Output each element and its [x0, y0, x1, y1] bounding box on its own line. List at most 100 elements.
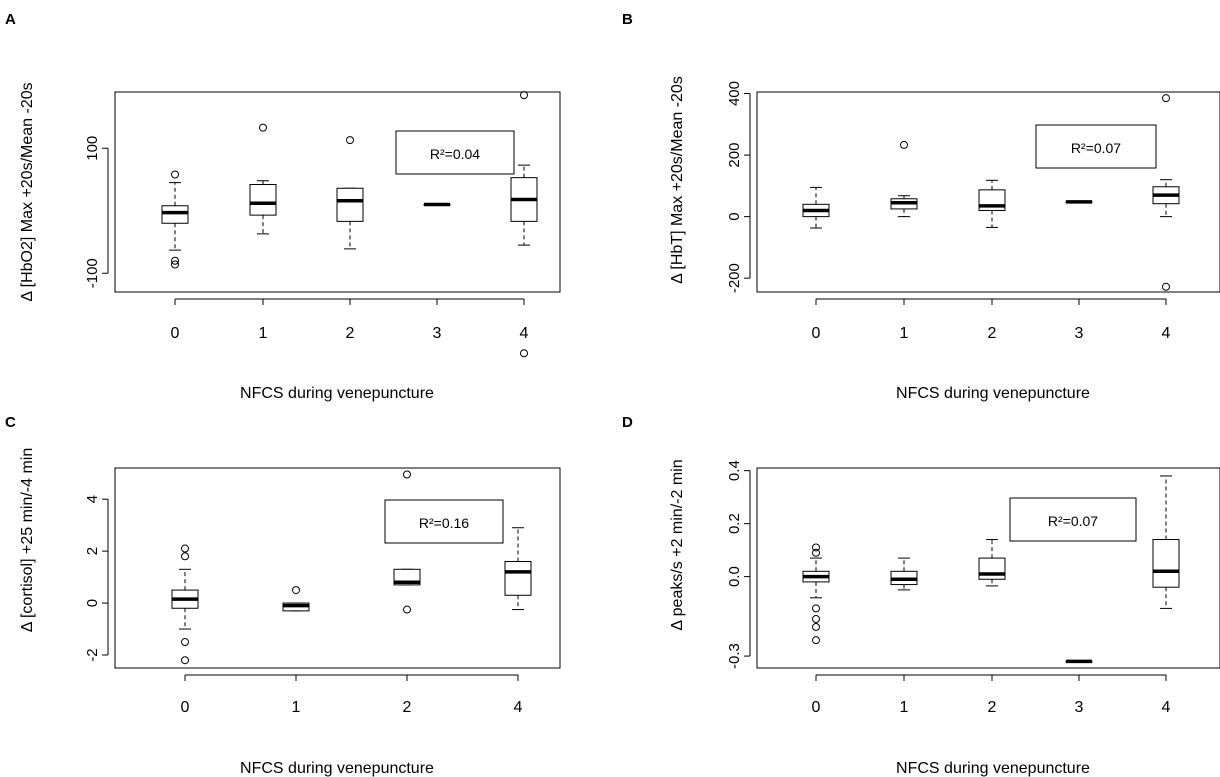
x-tick-label: 2	[988, 325, 997, 342]
r2-box	[1009, 497, 1137, 542]
outlier-point	[520, 91, 528, 100]
plot-frame	[756, 91, 1220, 293]
box-4	[510, 91, 538, 358]
y-axis: -200 0 200 400	[726, 81, 751, 293]
outlier-point	[1162, 282, 1170, 291]
box-1	[890, 140, 918, 218]
x-tick-label: 4	[1162, 699, 1171, 716]
x-tick-label: 2	[346, 325, 355, 342]
x-axis-title: NFCS during venepuncture	[896, 385, 1090, 402]
outlier-point	[171, 260, 179, 269]
y-tick-label: -100	[84, 258, 101, 288]
panel-label: D	[622, 414, 633, 431]
y-tick-label: 400	[726, 81, 743, 106]
x-tick-label: 2	[988, 699, 997, 716]
outlier-point	[403, 605, 411, 614]
box-0	[161, 170, 189, 269]
box-1	[890, 557, 918, 591]
outlier-point	[181, 544, 189, 553]
box-iqr	[336, 187, 364, 222]
x-tick-label: 1	[259, 325, 268, 342]
outlier-point	[403, 470, 411, 479]
box-iqr	[1152, 539, 1180, 588]
box-iqr	[161, 205, 189, 224]
panel-a: A -100 100 0 1 2 3 4 R²=0.04 Δ [HbO2] Max +20…	[5, 11, 561, 402]
y-tick-label: -0.3	[726, 643, 743, 669]
outlier-point	[259, 123, 267, 132]
x-tick-label: 1	[900, 699, 909, 716]
y-axis-title: Δ [HbT] Max +20s/Mean -20s	[669, 76, 686, 284]
boxplot-marks	[161, 91, 538, 358]
outlier-point	[520, 349, 528, 358]
r2-label: R²=0.16	[419, 515, 469, 531]
boxplot-marks	[802, 475, 1180, 664]
box-2	[978, 179, 1006, 228]
y-tick-label: 2	[84, 547, 101, 555]
y-tick-label: 4	[84, 495, 101, 503]
panel-c: C -2 0 2 4 0 1 2 4 R²=0.16 Δ [cortisol] +25 mi…	[5, 414, 561, 777]
y-tick-label: 0	[84, 599, 101, 607]
y-tick-label: 0	[726, 212, 743, 220]
outlier-point	[181, 552, 189, 561]
x-tick-label: 0	[812, 325, 821, 342]
x-tick-label: 1	[900, 325, 909, 342]
y-axis-title: Δ peaks/s +2 min/-2 min	[669, 459, 686, 630]
box-iqr	[504, 561, 532, 596]
panel-label: A	[5, 11, 16, 28]
box-3	[423, 202, 451, 207]
box-1	[282, 586, 310, 612]
outlier-point	[812, 636, 820, 645]
x-axis: 0 1 2 4	[181, 674, 523, 716]
x-axis-title: NFCS during venepuncture	[896, 760, 1090, 777]
x-axis-title: NFCS during venepuncture	[240, 760, 434, 777]
boxplot-marks	[802, 94, 1180, 291]
y-tick-label: 100	[84, 136, 101, 161]
box-1	[249, 123, 277, 235]
outlier-point	[1162, 94, 1170, 103]
plot-frame	[756, 467, 1220, 669]
box-4	[1152, 94, 1180, 291]
x-tick-label: 3	[1075, 325, 1084, 342]
outlier-point	[171, 170, 179, 179]
box-iqr	[249, 184, 277, 216]
box-0	[802, 543, 830, 645]
x-tick-label: 0	[171, 325, 180, 342]
x-tick-label: 4	[514, 699, 523, 716]
x-axis-title: NFCS during venepuncture	[240, 385, 434, 402]
outlier-point	[812, 548, 820, 557]
outlier-point	[171, 256, 179, 265]
box-3	[1065, 200, 1093, 204]
box-4	[504, 527, 532, 611]
r2-box	[395, 130, 515, 175]
y-axis-title: Δ [cortisol] +25 min/-4 min	[19, 448, 36, 633]
x-tick-label: 3	[1075, 699, 1084, 716]
y-axis: -0.3 0.0 0.2 0.4	[726, 460, 751, 669]
r2-box	[384, 499, 504, 544]
outlier-point	[181, 638, 189, 647]
y-tick-label: 0.0	[726, 566, 743, 587]
outlier-point	[900, 140, 908, 149]
outlier-point	[292, 586, 300, 595]
outlier-point	[812, 622, 820, 631]
r2-label: R²=0.04	[430, 146, 480, 162]
box-0	[802, 186, 830, 229]
box-2	[336, 136, 364, 250]
y-tick-label: -200	[726, 263, 743, 293]
box-iqr	[978, 557, 1006, 580]
outlier-point	[812, 604, 820, 613]
x-tick-label: 2	[403, 699, 412, 716]
plot-frame	[114, 467, 561, 669]
box-3	[1065, 659, 1093, 664]
box-4	[1152, 475, 1180, 609]
x-tick-label: 1	[292, 699, 301, 716]
panel-label: C	[5, 414, 16, 431]
x-tick-label: 0	[812, 699, 821, 716]
x-axis: 0 1 2 3 4	[812, 298, 1171, 342]
y-axis: -2 0 2 4	[84, 495, 109, 662]
outlier-point	[812, 614, 820, 623]
outlier-point	[812, 543, 820, 552]
x-tick-label: 4	[1162, 325, 1171, 342]
outlier-point	[346, 136, 354, 145]
plot-frame	[114, 91, 561, 293]
y-tick-label: -2	[84, 648, 101, 661]
